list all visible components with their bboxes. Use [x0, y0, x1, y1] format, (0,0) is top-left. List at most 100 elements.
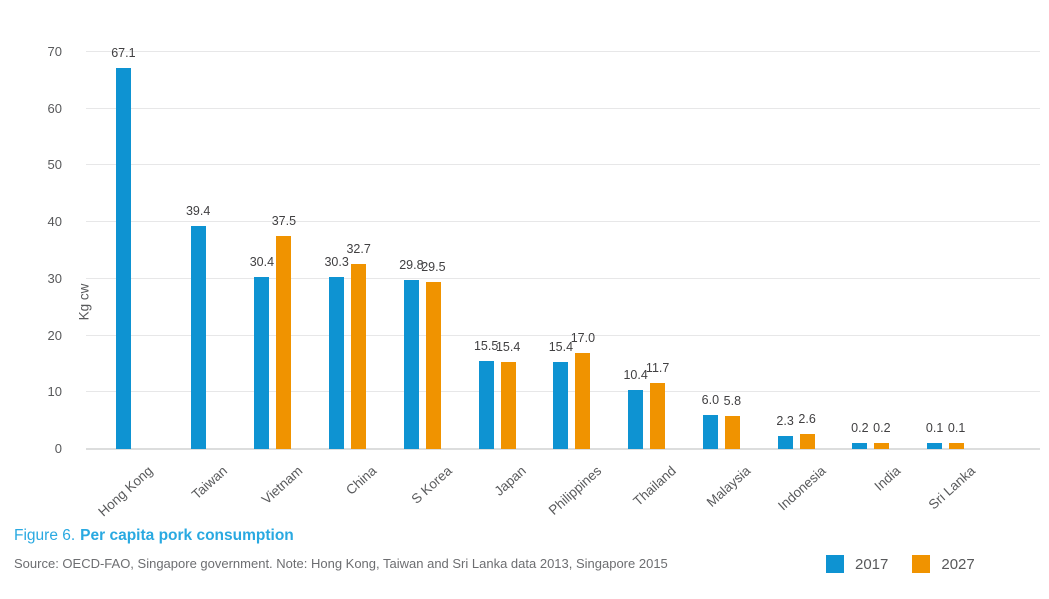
x-label-cell: Taiwan [161, 453, 236, 533]
bar-value-label: 2.3 [776, 413, 794, 428]
bar-value-label: 30.3 [324, 255, 349, 270]
bar-2027-philippines: 17.0 [571, 331, 595, 449]
x-label-indonesia: Indonesia [774, 463, 829, 514]
x-label-vietnam: Vietnam [258, 463, 305, 508]
bar-value-label: 15.4 [495, 339, 521, 354]
legend-item-2027: 2027 [912, 555, 975, 573]
bar-2027-vietnam: 37.5 [272, 214, 296, 449]
bar-2017-philippines: 15.4 [549, 340, 573, 449]
bar-group-thailand: 10.4 11.7 [609, 52, 684, 449]
y-tick-30: 30 [47, 270, 62, 286]
x-label-cell: Hong Kong [86, 453, 161, 533]
source-note: Source: OECD-FAO, Singapore government. … [14, 556, 668, 571]
bar-2017-india: 0.2 [851, 421, 869, 449]
bar-group-sri-lanka: 0.1 0.1 [908, 52, 983, 449]
x-label-cell: Japan [460, 453, 535, 533]
legend-label-2017: 2017 [855, 555, 889, 573]
gridline-60 [86, 107, 1040, 109]
x-axis-labels: Hong Kong Taiwan Vietnam China S Korea Japan P… [86, 453, 983, 533]
legend-swatch-2027-icon [912, 555, 931, 573]
bar-value-label: 32.7 [346, 241, 371, 256]
bar-group-india: 0.2 0.2 [834, 52, 909, 449]
x-label-malaysia: Malaysia [703, 463, 754, 510]
bar-value-label: 17.0 [570, 330, 596, 345]
bar-group-vietnam: 30.4 37.5 [236, 52, 311, 449]
x-label-cell: Philippines [535, 453, 610, 533]
bar-group-indonesia: 2.3 2.6 [759, 52, 834, 449]
y-tick-20: 20 [47, 327, 62, 343]
gridline-50 [86, 164, 1040, 166]
gridline-40 [86, 221, 1040, 223]
bar-value-label: 67.1 [111, 46, 136, 61]
bar-2017-taiwan: 39.4 [186, 204, 210, 449]
bar-value-label: 0.2 [851, 420, 869, 435]
bar-value-label: 15.4 [548, 339, 574, 354]
x-label-thailand: Thailand [630, 463, 679, 509]
y-tick-0: 0 [54, 441, 62, 456]
legend-label-2027: 2027 [941, 555, 975, 573]
bar-value-label: 29.8 [399, 258, 424, 272]
x-label-taiwan: Taiwan [188, 463, 231, 503]
bar-2027-china: 32.7 [346, 242, 371, 449]
bar-2027-india: 0.2 [873, 421, 891, 449]
bar-2017-thailand: 10.4 [623, 368, 648, 449]
bar-value-label: 6.0 [701, 392, 720, 407]
x-label-cell: Indonesia [759, 453, 834, 533]
x-label-hong-kong: Hong Kong [95, 463, 156, 520]
x-label-s-korea: S Korea [408, 463, 455, 507]
y-tick-50: 50 [47, 157, 62, 173]
x-label-cell: Thailand [609, 453, 684, 533]
y-tick-40: 40 [47, 214, 62, 230]
bar-value-label: 29.5 [421, 259, 446, 274]
bar-2017-indonesia: 2.3 [776, 414, 794, 449]
gridline-70 [86, 51, 1040, 52]
bar-value-label: 2.6 [798, 412, 816, 427]
bar-2017-s-korea: 29.8 [399, 258, 424, 449]
gridline-0 [86, 448, 1040, 450]
x-label-japan: Japan [491, 463, 530, 499]
gridline-20 [86, 334, 1040, 336]
bar-group-china: 30.3 32.7 [310, 52, 385, 449]
bar-value-label: 39.4 [185, 203, 211, 218]
bar-group-s-korea: 29.8 29.5 [385, 52, 460, 449]
legend-swatch-2017-icon [826, 555, 844, 573]
x-label-india: India [871, 463, 903, 494]
bar-value-label: 37.5 [271, 214, 297, 229]
figure-caption-title: Per capita pork consumption [80, 527, 294, 544]
bar-value-label: 0.1 [925, 420, 944, 435]
bar-2017-vietnam: 30.4 [250, 255, 274, 449]
bar-value-label: 15.5 [473, 339, 499, 354]
x-label-sri-lanka: Sri Lanka [925, 463, 978, 513]
bar-group-philippines: 15.4 17.0 [535, 52, 610, 449]
bar-group-malaysia: 6.0 5.8 [684, 52, 759, 449]
figure-caption: Figure 6. Per capita pork consumption [14, 527, 294, 545]
bar-2027-malaysia: 5.8 [724, 394, 741, 449]
x-label-philippines: Philippines [545, 463, 604, 518]
x-label-cell: India [834, 453, 909, 533]
bar-groups: 67.1 39.4 30.4 37.5 30.3 32.7 29.8 29.5 15.5 15.4… [86, 46, 983, 449]
x-label-cell: China [310, 453, 385, 533]
bar-2017-hong-kong: 67.1 [111, 46, 136, 449]
bar-2027-sri-lanka: 0.1 [948, 421, 965, 449]
bar-value-label: 30.4 [249, 254, 275, 269]
bar-2027-japan: 15.4 [496, 340, 520, 449]
y-tick-10: 10 [47, 384, 62, 400]
y-tick-60: 60 [47, 100, 62, 116]
bar-value-label: 11.7 [645, 360, 670, 375]
x-label-cell: S Korea [385, 453, 460, 533]
gridline-30 [86, 277, 1040, 279]
x-label-cell: Malaysia [684, 453, 759, 533]
bar-2017-sri-lanka: 0.1 [926, 421, 943, 449]
bar-group-hong-kong: 67.1 [86, 46, 161, 449]
legend-item-2017: 2017 [826, 555, 888, 573]
bar-value-label: 10.4 [623, 368, 648, 383]
chart-plot-area: 0 10 20 30 40 50 60 70 Kg cw 67.1 39.4 30.4 37.5 30… [48, 44, 1040, 456]
bar-2027-indonesia: 2.6 [798, 412, 816, 449]
bar-2017-china: 30.3 [324, 255, 349, 449]
bar-value-label: 5.8 [723, 394, 742, 409]
x-label-cell: Vietnam [236, 453, 311, 533]
x-label-china: China [343, 463, 380, 498]
bar-2027-s-korea: 29.5 [421, 260, 446, 449]
bar-2017-japan: 15.5 [474, 339, 498, 449]
